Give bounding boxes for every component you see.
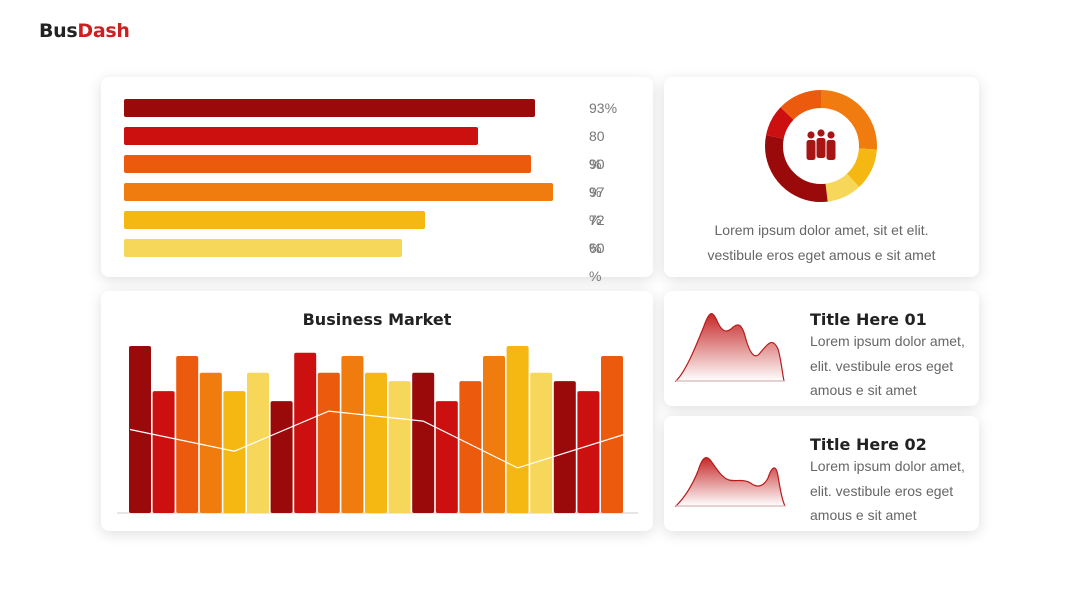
progress-bar-6 xyxy=(124,239,402,257)
info-card-2: Title Here 02 Lorem ipsum dolor amet, el… xyxy=(664,416,979,531)
area-chart-2-fill xyxy=(674,457,786,507)
column-bar-10 xyxy=(341,356,364,513)
column-bar-12 xyxy=(388,381,411,513)
column-bar-19 xyxy=(553,381,576,513)
donut-card: Lorem ipsum dolor amet, sit et elit. ves… xyxy=(664,77,979,277)
progress-bar-2 xyxy=(124,127,478,145)
business-market-card: Business Market xyxy=(101,291,653,531)
column-bar-9 xyxy=(317,372,340,513)
column-bar-20 xyxy=(577,391,600,513)
info-card-1-desc: Lorem ipsum dolor amet, elit. vestibule … xyxy=(810,333,965,398)
column-bar-7 xyxy=(270,401,293,513)
column-bar-6 xyxy=(247,372,269,513)
trend-line xyxy=(129,410,625,469)
brand-logo: BusDash xyxy=(39,20,130,42)
brand-logo-part2: Dash xyxy=(77,20,130,42)
progress-bar-4 xyxy=(124,183,553,201)
progress-bar-4-label: 97 % xyxy=(589,184,605,228)
area-chart-2 xyxy=(674,457,786,507)
business-market-title: Business Market xyxy=(302,310,452,329)
column-bar-15 xyxy=(459,381,482,513)
column-bar-4 xyxy=(199,372,222,513)
column-bar-3 xyxy=(176,356,199,513)
progress-bar-3-label: 90 % xyxy=(589,156,605,200)
info-card-2-desc: Lorem ipsum dolor amet, elit. vestibule … xyxy=(810,458,965,523)
column-bar-2 xyxy=(152,391,175,513)
donut-description: Lorem ipsum dolor amet, sit et elit. ves… xyxy=(664,218,979,268)
brand-logo-part1: Bus xyxy=(39,20,78,42)
progress-bars-card: 93% 80 % 90 % 97 % 72 % 60 % xyxy=(101,77,653,284)
donut-segment-6 xyxy=(765,90,877,202)
column-bar-14 xyxy=(435,401,458,513)
info-card-2-title: Title Here 02 xyxy=(810,435,927,454)
column-bar-5 xyxy=(223,391,246,513)
column-bar-1 xyxy=(129,346,151,513)
column-bar-16 xyxy=(483,356,505,513)
area-chart-1-fill xyxy=(674,313,785,382)
column-bar-17 xyxy=(506,346,529,513)
donut-description-line2: vestibule eros eget amous e sit amet xyxy=(707,247,936,263)
progress-bar-5 xyxy=(124,211,425,229)
column-bar-21 xyxy=(601,356,623,513)
people-gears-icon xyxy=(806,129,836,160)
donut-segment-4 xyxy=(765,90,877,202)
progress-bar-5-label: 72 % xyxy=(589,212,605,256)
progress-bar-3 xyxy=(124,155,531,173)
progress-bar-2-label: 80 % xyxy=(589,128,605,172)
donut-description-line1: Lorem ipsum dolor amet, sit et elit. xyxy=(714,222,929,238)
progress-bar-1 xyxy=(124,99,535,117)
info-card-1: Title Here 01 Lorem ipsum dolor amet, el… xyxy=(664,291,979,406)
business-market-chart xyxy=(117,346,638,514)
progress-bar-1-label: 93% xyxy=(589,100,618,116)
info-card-1-title: Title Here 01 xyxy=(810,310,927,329)
column-bar-11 xyxy=(365,372,387,513)
column-bar-18 xyxy=(530,372,553,513)
progress-bar-6-label: 60 % xyxy=(589,240,605,284)
column-bar-13 xyxy=(412,372,435,513)
column-bar-8 xyxy=(294,352,317,513)
area-chart-1 xyxy=(674,313,786,382)
donut-chart xyxy=(765,90,877,202)
